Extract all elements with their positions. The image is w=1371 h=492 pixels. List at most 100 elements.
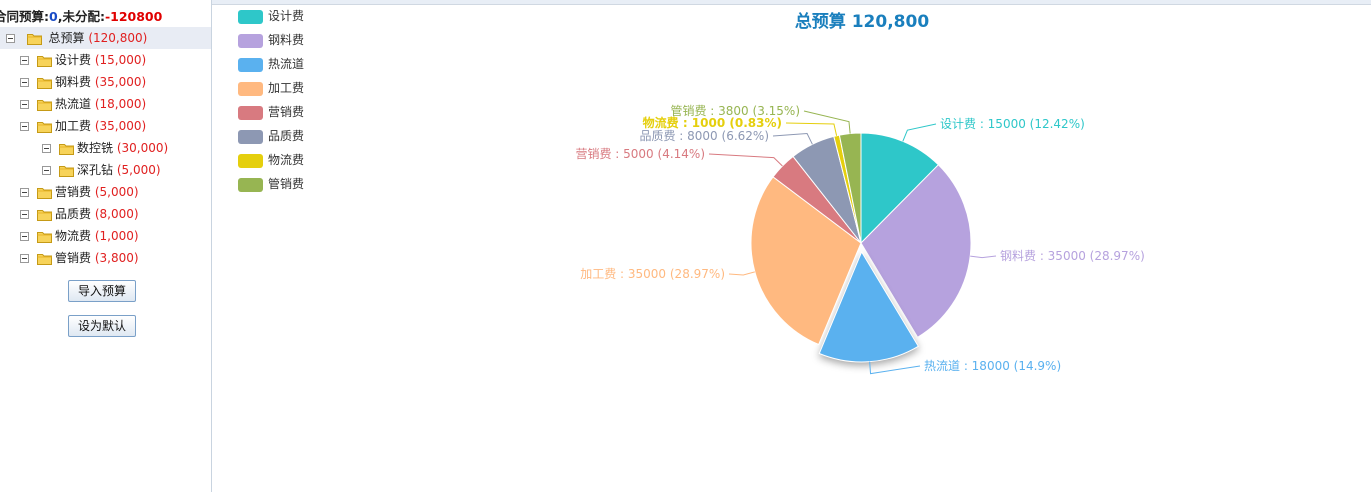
set-default-button[interactable]: 设为默认 <box>68 315 136 337</box>
tree-node-root[interactable]: 总预算 (120,800) <box>0 27 211 49</box>
folder-icon <box>37 187 52 199</box>
legend-item[interactable]: 热流道 <box>238 56 304 80</box>
legend-item[interactable]: 设计费 <box>238 8 304 32</box>
legend-label: 设计费 <box>268 9 305 23</box>
chart-legend: 设计费钢料费热流道 加工费 营销费品质费物流费 管销费 <box>238 8 304 200</box>
summary-prefix: 合同预算: <box>0 9 49 24</box>
folder-icon <box>26 33 42 45</box>
collapse-icon[interactable] <box>5 34 15 43</box>
slice-label: 设计费 : 15000 (12.42%) <box>940 117 1085 131</box>
chart-title: 总预算 120,800 <box>794 12 930 32</box>
tree-node-label: 钢料费 <box>55 75 92 89</box>
slice-label: 品质费 : 8000 (6.62%) <box>639 129 769 143</box>
pie-slice[interactable] <box>818 250 919 363</box>
legend-label: 营销费 <box>268 105 305 119</box>
unallocated-value: -120800 <box>104 9 163 24</box>
tree-node-amount: (35,000) <box>94 75 147 89</box>
leader-line <box>803 110 851 134</box>
legend-label: 品质费 <box>268 129 305 143</box>
top-border <box>0 0 1371 5</box>
legend-label: 管销费 <box>268 177 305 191</box>
tree-node-logistics[interactable]: 物流费 (1,000) <box>20 225 139 247</box>
collapse-icon[interactable] <box>20 188 29 197</box>
folder-icon <box>59 165 74 177</box>
tree-node-cnc[interactable]: 数控铣 (30,000) <box>42 137 168 159</box>
pie-chart: 设计费 : 15000 (12.42%) 钢料费 : 35000 (28.97%)… <box>575 103 1145 375</box>
leader-line <box>902 123 937 142</box>
tree-node-deephole[interactable]: 深孔钻 (5,000) <box>42 159 161 181</box>
collapse-icon[interactable] <box>20 254 29 263</box>
folder-icon <box>59 143 74 155</box>
legend-item[interactable]: 物流费 <box>238 152 304 176</box>
tree-node-marketing[interactable]: 营销费 (5,000) <box>20 181 139 203</box>
import-budget-button[interactable]: 导入预算 <box>68 280 136 302</box>
collapse-icon[interactable] <box>42 166 51 175</box>
tree-node-label: 营销费 <box>55 185 92 199</box>
collapse-icon[interactable] <box>20 100 29 109</box>
legend-item[interactable]: 钢料费 <box>238 32 304 56</box>
tree-node-label: 物流费 <box>55 229 92 243</box>
budget-summary: 合同预算:0,未分配:-120800 <box>0 6 162 25</box>
collapse-icon[interactable] <box>20 122 29 131</box>
tree-node-amount: (5,000) <box>116 163 161 177</box>
pie-slice[interactable] <box>838 132 862 244</box>
summary-mid: ,未分配: <box>57 9 105 24</box>
legend-item[interactable]: 加工费 <box>238 80 304 104</box>
legend-swatch <box>238 33 263 48</box>
slice-label: 热流道 : 18000 (14.9%) <box>924 359 1061 373</box>
folder-icon <box>37 121 52 133</box>
tree-node-design[interactable]: 设计费 (15,000) <box>20 49 146 71</box>
tree-node-label: 加工费 <box>55 119 92 133</box>
budget-tree-panel: 合同预算:0,未分配:-120800 总预算 (120,800) 设计费 (15… <box>0 0 212 492</box>
tree-node-label: 设计费 <box>55 53 92 67</box>
slice-label: 加工费 : 35000 (28.97%) <box>580 267 725 281</box>
tree-node-amount: (8,000) <box>94 207 139 221</box>
folder-icon <box>37 209 52 221</box>
slice-label: 管销费 : 3800 (3.15%) <box>670 103 800 118</box>
slice-label: 钢料费 : 35000 (28.97%) <box>1000 249 1145 263</box>
slice-label: 物流费 : 1000 (0.83%) <box>643 115 782 130</box>
collapse-icon[interactable] <box>42 144 51 153</box>
tree-node-amount: (30,000) <box>116 141 169 155</box>
leader-line <box>728 271 755 276</box>
tree-node-amount: (18,000) <box>94 97 147 111</box>
collapse-icon[interactable] <box>20 78 29 87</box>
tree-node-amount: (5,000) <box>94 185 139 199</box>
tree-node-admin[interactable]: 管销费 (3,800) <box>20 247 139 269</box>
legend-swatch <box>238 129 263 144</box>
collapse-icon[interactable] <box>20 210 29 219</box>
tree-node-label: 数控铣 <box>77 141 114 155</box>
legend-item[interactable]: 管销费 <box>238 176 304 200</box>
folder-icon <box>37 253 52 265</box>
legend-item[interactable]: 品质费 <box>238 128 304 152</box>
folder-icon <box>37 77 52 89</box>
tree-node-amount: (120,800) <box>88 31 148 45</box>
collapse-icon[interactable] <box>20 56 29 65</box>
legend-swatch <box>238 153 263 168</box>
tree-node-machining[interactable]: 加工费 (35,000) <box>20 115 146 137</box>
tree-node-steel[interactable]: 钢料费 (35,000) <box>20 71 146 93</box>
contract-budget-value: 0 <box>49 9 58 24</box>
tree-node-label: 深孔钻 <box>77 163 114 177</box>
slice-label: 营销费 : 5000 (4.14%) <box>575 147 705 161</box>
tree-node-hotrunner[interactable]: 热流道 (18,000) <box>20 93 146 115</box>
folder-icon <box>37 99 52 111</box>
tree-node-amount: (1,000) <box>94 229 139 243</box>
tree-node-label: 总预算 <box>48 31 85 45</box>
legend-swatch <box>238 105 263 120</box>
legend-swatch <box>238 57 263 72</box>
folder-icon <box>37 55 52 67</box>
pie-slice[interactable] <box>860 132 940 245</box>
tree-node-label: 管销费 <box>55 251 92 265</box>
legend-item[interactable]: 营销费 <box>238 104 304 128</box>
legend-swatch <box>238 9 263 24</box>
legend-label: 钢料费 <box>268 33 305 47</box>
pie-slice[interactable] <box>860 164 972 338</box>
tree-node-amount: (15,000) <box>94 53 147 67</box>
pie-slice[interactable] <box>750 176 862 346</box>
tree-node-quality[interactable]: 品质费 (8,000) <box>20 203 139 225</box>
leader-line <box>785 122 838 136</box>
tree-node-amount: (3,800) <box>94 251 139 265</box>
tree-node-label: 品质费 <box>55 207 92 221</box>
collapse-icon[interactable] <box>20 232 29 241</box>
